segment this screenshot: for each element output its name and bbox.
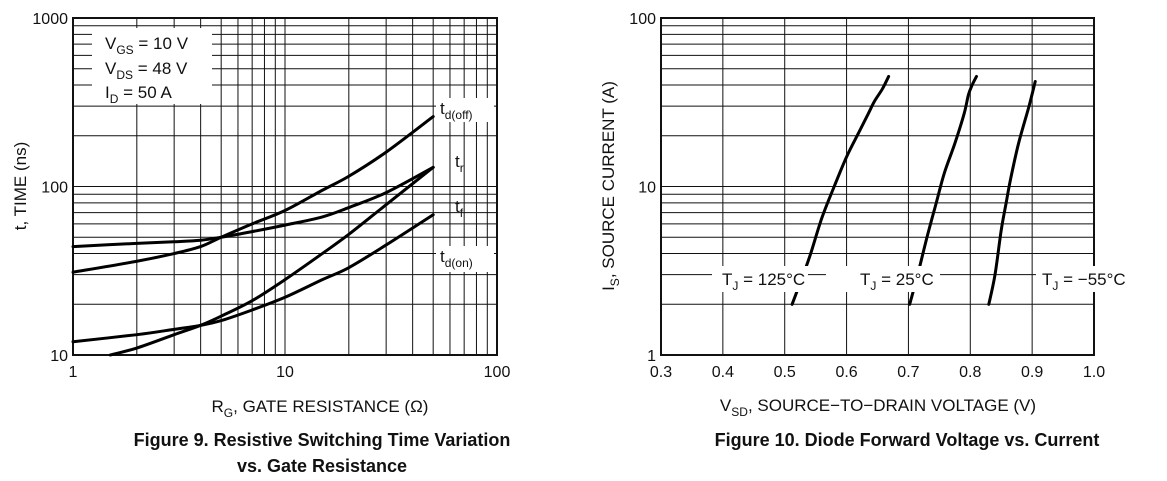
series-line-1 <box>71 165 435 249</box>
label-bg <box>436 246 494 272</box>
y-axis-label: IS, SOURCE CURRENT (A) <box>599 81 622 291</box>
x-tick-label: 0.5 <box>774 364 796 381</box>
series-label-25c: TJ = 25°C <box>860 270 934 293</box>
series-line-1 <box>908 74 978 306</box>
y-tick-label: 10 <box>50 348 68 365</box>
x-tick-label: 0.8 <box>959 364 981 381</box>
series-line-2 <box>108 165 435 357</box>
label-bg <box>826 266 940 292</box>
y-tick-label: 100 <box>41 180 68 197</box>
x-tick-label: 0.6 <box>835 364 857 381</box>
x-axis-label: VSD, SOURCE−TO−DRAIN VOLTAGE (V) <box>720 396 1036 419</box>
x-tick-label: 10 <box>276 364 294 381</box>
plot-frame <box>660 17 1095 356</box>
y-tick-label: 100 <box>629 11 656 28</box>
condition-vds: VDS = 48 V <box>105 59 188 82</box>
y-tick-label: 10 <box>638 180 656 197</box>
series-line-2 <box>987 79 1037 306</box>
grid <box>660 17 1095 356</box>
label-bg <box>436 98 494 122</box>
x-axis-label: RG, GATE RESISTANCE (Ω) <box>212 397 429 420</box>
series-line-0 <box>790 74 891 306</box>
figure-caption: Figure 9. Resistive Switching Time Varia… <box>134 430 511 450</box>
series-line-3 <box>71 213 435 344</box>
label-bg <box>712 266 808 292</box>
x-tick-label: 0.4 <box>712 364 734 381</box>
x-tick-label: 1 <box>69 364 78 381</box>
series-label-tr: tr <box>455 152 464 175</box>
figure-caption-line2: vs. Gate Resistance <box>237 456 407 476</box>
x-tick-label: 0.7 <box>897 364 919 381</box>
series-line-0 <box>71 115 435 274</box>
x-tick-label: 1.0 <box>1083 364 1105 381</box>
series-label-td-on: td(on) <box>440 247 473 270</box>
y-axis-label: t, TIME (ns) <box>11 142 30 230</box>
grid <box>72 17 498 356</box>
series-label-tf: tf <box>455 197 464 220</box>
series-label-minus55c: TJ = −55°C <box>1042 270 1126 293</box>
conditions-box <box>92 28 212 104</box>
x-tick-label: 0.9 <box>1021 364 1043 381</box>
y-tick-label: 1000 <box>32 11 68 28</box>
series-label-td-off: td(off) <box>440 99 473 122</box>
x-tick-label: 100 <box>484 364 511 381</box>
condition-id: ID = 50 A <box>105 83 172 106</box>
plot-frame <box>72 17 498 356</box>
label-bg <box>1036 266 1138 292</box>
series-label-125c: TJ = 125°C <box>722 270 805 293</box>
y-tick-label: 1 <box>647 348 656 365</box>
x-tick-label: 0.3 <box>650 364 672 381</box>
chart-diode-forward: 0.3 0.4 0.5 0.6 0.7 0.8 0.9 1.0 1 10 100 <box>629 11 1105 381</box>
figure-caption: Figure 10. Diode Forward Voltage vs. Cur… <box>715 430 1100 450</box>
condition-vgs: VGS = 10 V <box>105 34 189 57</box>
